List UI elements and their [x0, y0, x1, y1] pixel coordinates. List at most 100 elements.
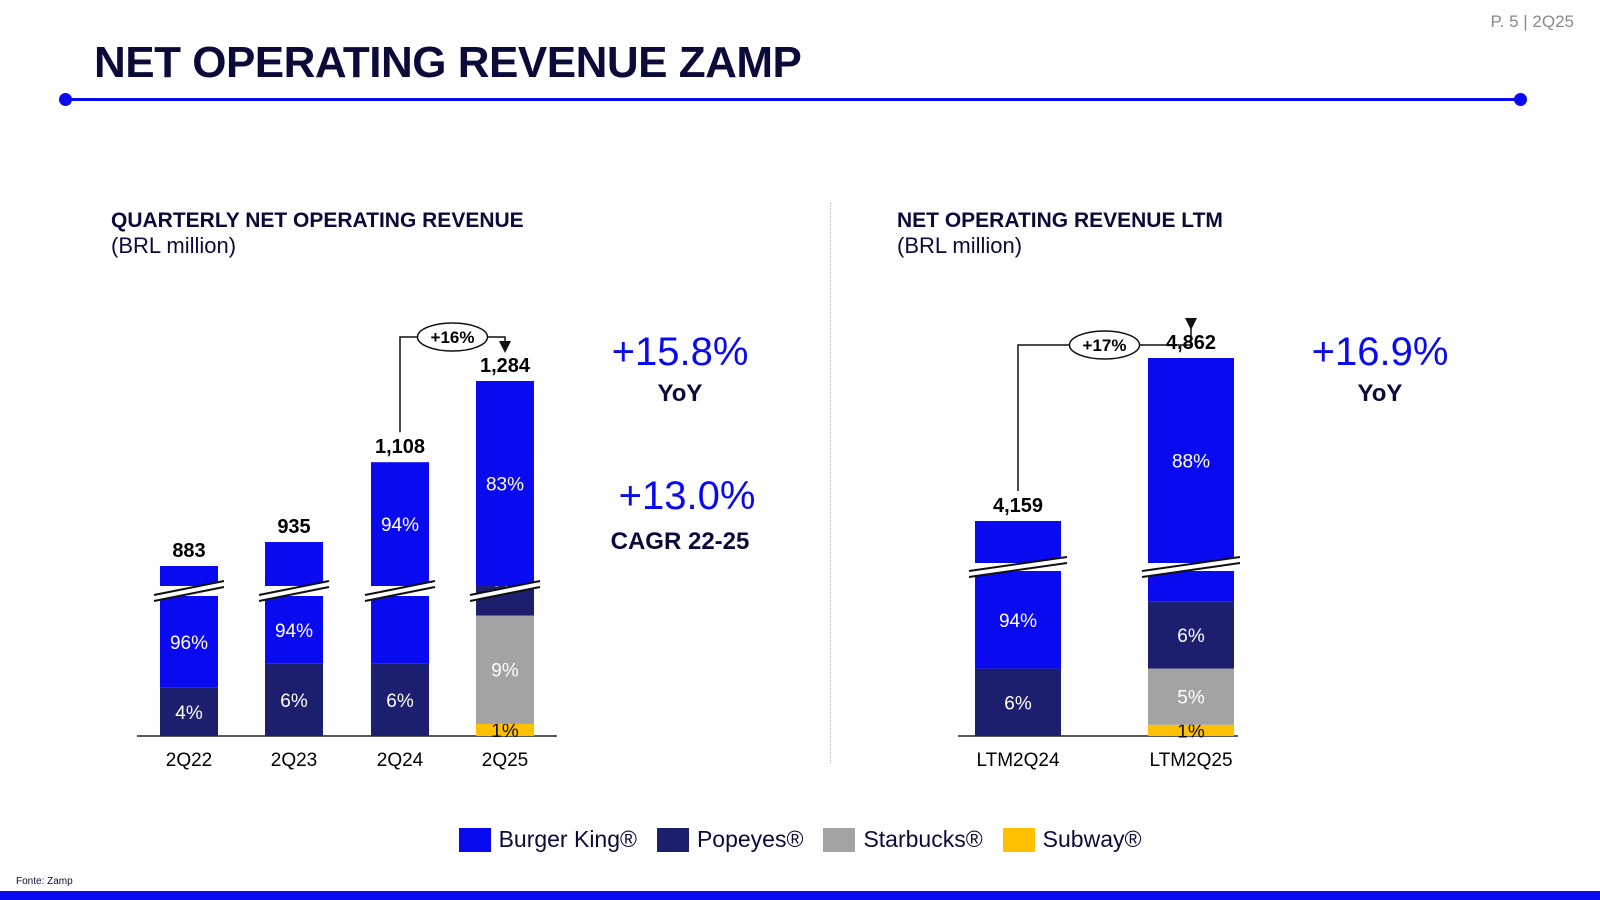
q-total-label: 883 [172, 540, 205, 562]
left-cagr-value: +13.0% [618, 474, 756, 518]
legend-swatch [458, 827, 491, 852]
ltm-growth-label: +17% [1083, 336, 1127, 355]
q-growth-label: +16% [431, 328, 475, 347]
ltm-break-gap [1142, 557, 1240, 577]
q-category-label: 2Q22 [166, 750, 212, 771]
q-seg-label: 6% [386, 691, 414, 712]
source-note: Fonte: Zamp [16, 876, 73, 887]
q-bar-2Q22-bk-upper [160, 566, 218, 586]
q-category-label: 2Q25 [482, 750, 528, 771]
q-seg-label: 94% [275, 621, 313, 642]
right-chart-title: NET OPERATING REVENUE LTM [897, 209, 1223, 232]
q-bar-2Q24-seg-1 [371, 663, 429, 736]
legend-item: Burger King® [458, 826, 637, 853]
q-break-gap [259, 581, 329, 601]
q-category-label: 2Q23 [271, 750, 317, 771]
ltm-seg-label: 6% [1004, 693, 1032, 714]
ltm-seg-label: 5% [1177, 688, 1205, 709]
left-chart-title: QUARTERLY NET OPERATING REVENUE [111, 209, 524, 232]
q-break-line [364, 586, 436, 602]
legend-swatch [656, 827, 689, 852]
left-cagr-label: CAGR 22-25 [610, 528, 750, 555]
q-bar-2Q22-seg-1 [160, 687, 218, 736]
ltm-bar-LTM2Q25-bk-upper [1148, 358, 1234, 563]
chart-divider [830, 203, 831, 763]
title-underline-dot-left [59, 93, 72, 106]
ltm-growth-arrow [1185, 318, 1197, 330]
q-break-line [258, 586, 330, 602]
q-seg-label: 94% [381, 515, 419, 536]
q-total-label: 935 [277, 516, 310, 538]
legend-label: Starbucks® [863, 826, 983, 852]
legend: Burger King® Popeyes® Starbucks® Subway® [0, 826, 1600, 853]
q-break-line [364, 580, 436, 596]
right-yoy-label: YoY [1357, 380, 1403, 407]
legend-label: Popeyes® [696, 826, 804, 852]
legend-label: Burger King® [498, 826, 637, 852]
legend-swatch [823, 827, 856, 852]
q-bar-2Q24-bk-upper [371, 462, 429, 586]
ltm-seg-label: 6% [1177, 626, 1205, 647]
ltm-bar-LTM2Q25-seg-1 [1148, 601, 1234, 669]
ltm-break-line [968, 556, 1068, 572]
ltm-seg-label: 88% [1172, 452, 1210, 473]
ltm-break-line [1141, 556, 1241, 572]
ltm-break-gap [969, 557, 1067, 577]
page-number: P. 5 | 2Q25 [1490, 12, 1575, 31]
q-bar-2Q23-bk-upper [265, 542, 323, 586]
q-bar-2Q25-seg-3 [476, 723, 534, 736]
right-chart-subtitle: (BRL million) [897, 233, 1023, 258]
left-chart-subtitle: (BRL million) [111, 233, 237, 258]
ltm-break-line [1141, 562, 1241, 578]
page-title: NET OPERATING REVENUE ZAMP [94, 38, 802, 87]
q-break-line [469, 586, 541, 602]
ltm-break-line [968, 562, 1068, 578]
q-seg-label: 83% [486, 475, 524, 496]
ltm-bar-LTM2Q25-seg-2 [1148, 668, 1234, 725]
q-growth-badge [416, 322, 489, 352]
q-break-gap [365, 581, 435, 601]
q-break-gap [470, 581, 540, 601]
legend-item: Subway® [1002, 826, 1142, 853]
ltm-bar-LTM2Q24-bk-lower [975, 571, 1061, 669]
ltm-category-label: LTM2Q24 [976, 750, 1060, 771]
left-yoy-label: YoY [657, 380, 703, 407]
q-seg-label: 96% [170, 633, 208, 654]
q-seg-label: 6% [280, 691, 308, 712]
legend-item: Starbucks® [823, 826, 983, 853]
q-seg-label: 1% [491, 721, 519, 742]
q-seg-label: 4% [175, 703, 203, 724]
bottom-bar [0, 891, 1600, 900]
q-break-line [153, 586, 225, 602]
q-bar-2Q24-bk-lower [371, 596, 429, 664]
ltm-seg-label: 94% [999, 611, 1037, 632]
q-bar-2Q23-bk-lower [265, 596, 323, 664]
q-total-label: 1,108 [375, 436, 425, 458]
title-underline-dot-right [1514, 93, 1527, 106]
q-bar-2Q22-bk-lower [160, 596, 218, 688]
q-total-label: 1,284 [480, 355, 531, 377]
legend-item: Popeyes® [656, 826, 804, 853]
ltm-total-label: 4,159 [993, 495, 1043, 517]
ltm-category-label: LTM2Q25 [1149, 750, 1232, 771]
q-bar-2Q23-seg-1 [265, 663, 323, 736]
q-bar-2Q25-seg-2 [476, 615, 534, 724]
ltm-growth-badge [1068, 330, 1141, 360]
title-underline [65, 98, 1521, 101]
q-break-line [153, 580, 225, 596]
legend-label: Subway® [1042, 826, 1142, 852]
legend-swatch [1002, 827, 1035, 852]
ltm-bar-LTM2Q25-bk-lower [1148, 571, 1234, 602]
q-break-gap [154, 581, 224, 601]
right-yoy-value: +16.9% [1311, 330, 1449, 374]
ltm-bar-LTM2Q24-seg-1 [975, 668, 1061, 736]
q-bar-2Q25-bk-upper [476, 381, 534, 586]
q-category-label: 2Q24 [377, 750, 424, 771]
q-break-line [258, 580, 330, 596]
left-yoy-value: +15.8% [611, 330, 749, 374]
q-growth-arrow [499, 341, 511, 353]
ltm-bar-LTM2Q25-seg-3 [1148, 724, 1234, 736]
ltm-seg-label: 1% [1177, 721, 1205, 742]
charts-canvas: 4% 96% 883 2Q22 6% 94% 935 2Q23 6% 94% 1,108 2Q24 1%… [137, 318, 1241, 771]
q-seg-label: 9% [491, 661, 519, 682]
